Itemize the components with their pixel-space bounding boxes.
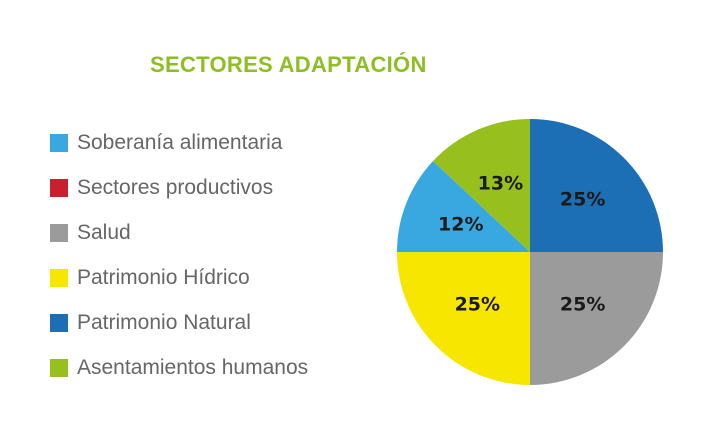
- legend-label: Salud: [77, 220, 131, 244]
- legend-item: Patrimonio Natural: [50, 300, 308, 345]
- legend-item: Sectores productivos: [50, 165, 308, 210]
- legend-swatch: [50, 133, 68, 152]
- legend-item: Asentamientos humanos: [50, 345, 308, 390]
- legend-item: Patrimonio Hídrico: [50, 255, 308, 300]
- legend: Soberanía alimentaria Sectores productiv…: [50, 120, 308, 390]
- legend-swatch: [50, 178, 68, 197]
- pie-slice: [397, 160, 530, 252]
- legend-label: Asentamientos humanos: [77, 355, 309, 379]
- slice-value-label: 25%: [455, 294, 500, 316]
- slice-value-label: 12%: [438, 214, 483, 236]
- legend-label: Patrimonio Natural: [77, 310, 251, 334]
- legend-swatch: [50, 358, 68, 377]
- pie-slice: [397, 252, 530, 385]
- legend-label: Patrimonio Hídrico: [77, 265, 250, 289]
- legend-item: Salud: [50, 210, 308, 255]
- legend-swatch: [50, 223, 68, 242]
- pie-slice: [530, 119, 663, 252]
- slice-value-label: 25%: [560, 294, 605, 316]
- legend-item: Soberanía alimentaria: [50, 120, 308, 165]
- pie-slice: [530, 252, 663, 385]
- pie-slice: [433, 119, 530, 252]
- legend-label: Soberanía alimentaria: [77, 130, 283, 154]
- slice-value-label: 25%: [560, 188, 605, 210]
- legend-swatch: [50, 313, 68, 332]
- slice-value-label: 13%: [478, 173, 523, 195]
- chart-title: SECTORES ADAPTACIÓN: [150, 52, 427, 77]
- legend-label: Sectores productivos: [77, 175, 274, 199]
- pie-chart: 25% 25% 25% 12% 13%: [397, 119, 663, 385]
- legend-swatch: [50, 268, 68, 287]
